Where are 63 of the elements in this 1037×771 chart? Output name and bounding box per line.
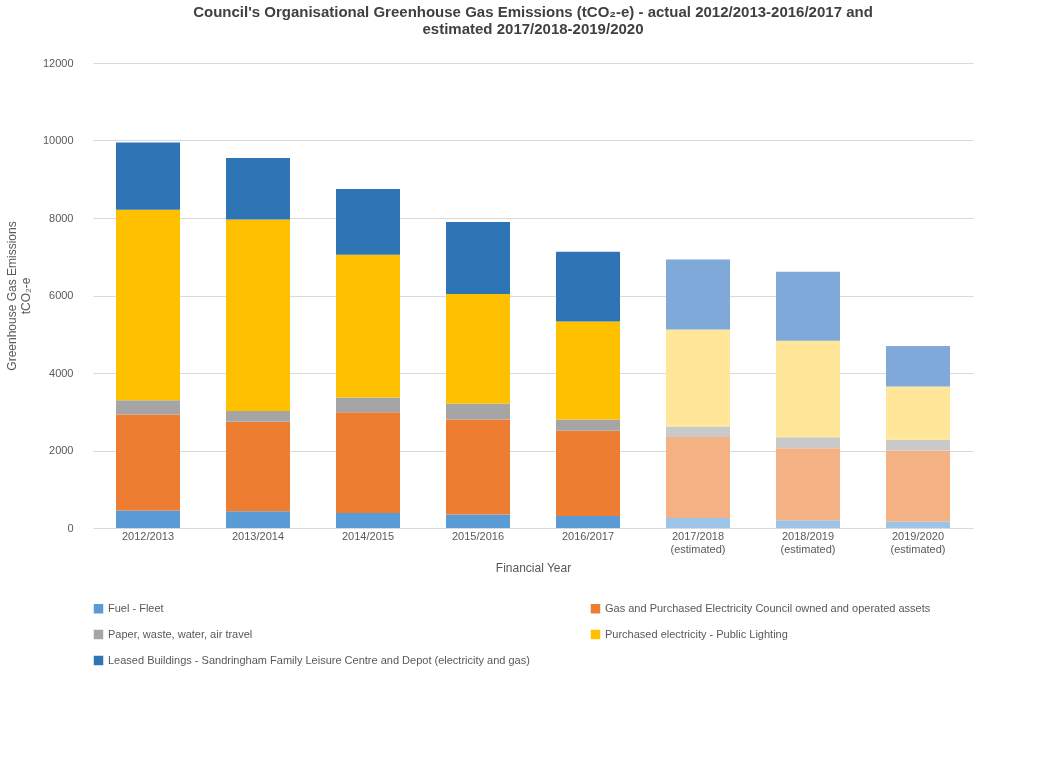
bar	[336, 512, 400, 528]
bar	[776, 520, 840, 528]
y-tick-label: 0	[67, 521, 74, 534]
legend-label: Fuel - Fleet	[108, 601, 164, 614]
legend-label: Paper, waste, water, air travel	[108, 627, 253, 640]
bar	[116, 209, 180, 401]
y-tick-label: 4000	[49, 366, 74, 379]
bar	[666, 436, 730, 518]
bar	[116, 414, 180, 511]
bar	[556, 419, 620, 431]
bar	[886, 439, 950, 451]
chart-title: Council's Organisational Greenhouse Gas Emissions (tCO₂-e) - actual 2012/2013-2016/2017 and estimated 2017/2018-2019/2020	[193, 3, 873, 37]
bar	[556, 515, 620, 528]
bar	[666, 426, 730, 437]
x-tick-label: 2013/2014	[232, 529, 284, 542]
x-tick-label: 2012/2013	[122, 529, 174, 542]
bar	[886, 386, 950, 440]
bar	[116, 400, 180, 415]
bar	[666, 329, 730, 427]
bar	[116, 142, 180, 210]
y-tick-label: 6000	[49, 289, 74, 301]
x-tick-label: 2016/2017	[562, 529, 614, 542]
bar	[336, 254, 400, 398]
bar	[776, 340, 840, 438]
y-tick-label: 10000	[42, 134, 74, 146]
bar	[446, 403, 510, 420]
bar	[446, 514, 510, 528]
bar	[226, 410, 290, 422]
bar	[556, 430, 620, 516]
bar	[226, 511, 290, 528]
legend-label: Gas and Purchased Electricity Council owned and operated assets	[605, 601, 931, 614]
bar	[776, 437, 840, 449]
legend-label: Purchased electricity - Public Lighting	[605, 627, 788, 640]
bar	[446, 221, 510, 294]
x-tick-label: 2019/2020 (estimated)	[890, 529, 946, 555]
y-tick-label: 2000	[49, 444, 74, 456]
bar	[446, 419, 510, 515]
bar	[666, 517, 730, 528]
bar	[336, 397, 400, 413]
bar	[336, 412, 400, 513]
bar	[226, 157, 290, 220]
bar	[886, 345, 950, 387]
bar	[776, 448, 840, 521]
x-tick-label: 2014/2015	[342, 529, 394, 542]
x-tick-label: 2017/2018 (estimated)	[670, 529, 726, 555]
y-axis-title: Greenhouse Gas Emissions tCO₂-e	[4, 221, 33, 371]
bar	[556, 321, 620, 420]
bar	[226, 421, 290, 512]
bar	[666, 259, 730, 330]
y-tick-label: 8000	[49, 211, 74, 224]
legend-label: Leased Buildings - Sandringham Family Leisure Centre and Depot (electricity and gas)	[108, 653, 530, 666]
x-axis-title: Financial Year	[495, 560, 572, 575]
bar	[776, 271, 840, 341]
bar	[336, 188, 400, 255]
x-tick-label: 2015/2016	[452, 529, 504, 542]
bar	[226, 219, 290, 411]
bar	[446, 293, 510, 404]
bar	[886, 450, 950, 522]
x-tick-label: 2018/2019 (estimated)	[780, 529, 836, 555]
bar	[556, 251, 620, 322]
bar	[886, 521, 950, 528]
bar	[116, 510, 180, 528]
y-tick-label: 12000	[42, 56, 74, 69]
